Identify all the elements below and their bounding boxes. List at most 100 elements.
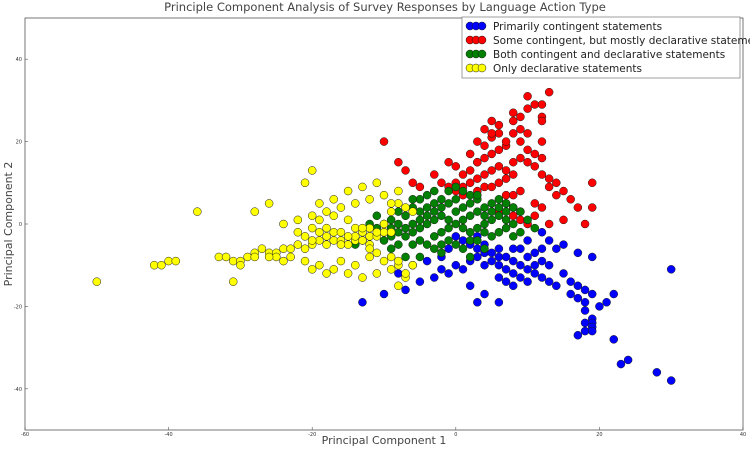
series-0	[358, 227, 676, 385]
data-point	[508, 190, 518, 200]
data-point	[336, 203, 346, 212]
data-point	[386, 215, 396, 225]
data-point	[451, 232, 461, 241]
data-point	[458, 203, 468, 212]
y-tick-label: -40	[14, 387, 22, 393]
data-point	[386, 207, 396, 216]
data-point	[508, 129, 518, 138]
chart-title: Principle Component Analysis of Survey R…	[164, 0, 606, 14]
data-point	[329, 265, 338, 274]
legend-item: Some contingent, but mostly declarative …	[465, 35, 750, 47]
data-point	[444, 269, 453, 278]
data-point	[465, 166, 475, 175]
legend-item: Both contingent and declarative statemen…	[465, 49, 725, 61]
data-point	[300, 232, 310, 241]
data-point	[157, 260, 166, 270]
data-point	[379, 190, 389, 200]
data-point	[386, 199, 396, 208]
data-point	[516, 207, 525, 216]
data-point	[379, 137, 389, 146]
data-point	[300, 178, 310, 188]
data-point	[473, 174, 482, 183]
data-point	[580, 219, 590, 229]
data-point	[365, 232, 374, 241]
data-point	[465, 252, 475, 262]
data-point	[530, 248, 540, 258]
data-point	[580, 318, 590, 328]
data-point	[408, 240, 417, 249]
data-point	[602, 298, 611, 307]
data-point	[573, 248, 583, 258]
data-point	[580, 306, 590, 315]
data-point	[573, 293, 583, 303]
data-point	[552, 190, 561, 200]
x-tick-label: -40	[165, 432, 173, 438]
data-point	[365, 244, 374, 253]
data-point	[530, 162, 540, 171]
data-point	[430, 244, 439, 253]
data-point	[365, 195, 374, 204]
data-point	[307, 265, 317, 274]
data-point	[458, 244, 468, 253]
data-point	[351, 232, 360, 241]
data-point	[501, 277, 511, 286]
data-point	[322, 232, 331, 241]
data-point	[487, 129, 496, 138]
data-point	[530, 211, 540, 221]
data-point	[394, 269, 403, 278]
data-point	[272, 252, 281, 262]
data-point	[343, 215, 353, 225]
data-point	[394, 157, 403, 167]
data-point	[164, 256, 173, 266]
data-point	[523, 265, 532, 274]
data-point	[501, 166, 511, 175]
data-point	[494, 260, 504, 270]
data-point	[480, 203, 489, 212]
data-point	[494, 178, 504, 188]
data-point	[537, 153, 547, 163]
data-point	[358, 182, 367, 192]
data-point	[451, 260, 461, 270]
data-point	[523, 104, 532, 113]
data-point	[386, 252, 396, 262]
data-point	[430, 232, 439, 241]
data-point	[523, 215, 532, 225]
legend-marker	[477, 63, 487, 73]
series-1	[379, 87, 597, 229]
data-point	[401, 211, 410, 221]
data-point	[372, 178, 382, 188]
data-point	[559, 215, 568, 225]
data-point	[523, 252, 532, 262]
data-point	[437, 240, 446, 249]
data-point	[221, 252, 231, 262]
data-point	[394, 207, 403, 216]
data-point	[508, 116, 518, 126]
data-point	[401, 252, 410, 262]
data-point	[487, 207, 496, 216]
data-point	[430, 215, 439, 225]
data-point	[451, 195, 461, 204]
data-point	[458, 186, 468, 196]
data-point	[437, 227, 446, 237]
data-point	[401, 232, 410, 241]
data-point	[415, 215, 425, 225]
data-point	[487, 232, 496, 241]
data-point	[336, 227, 346, 237]
data-point	[451, 219, 461, 229]
x-tick-label: 40	[740, 432, 746, 438]
data-point	[372, 269, 382, 278]
data-point	[408, 219, 417, 229]
data-point	[401, 166, 410, 175]
data-point	[415, 195, 425, 204]
data-point	[544, 219, 554, 229]
data-point	[451, 207, 461, 216]
plot-area: -60 -40 -20 0 20 40 -40 -20 0 20 40	[14, 17, 746, 438]
data-point	[487, 199, 496, 208]
data-point	[394, 186, 403, 196]
data-point	[329, 195, 338, 204]
data-point	[573, 330, 583, 340]
data-point	[587, 252, 597, 262]
y-tick-label: -20	[14, 304, 22, 310]
y-tick-label: 20	[16, 140, 22, 146]
